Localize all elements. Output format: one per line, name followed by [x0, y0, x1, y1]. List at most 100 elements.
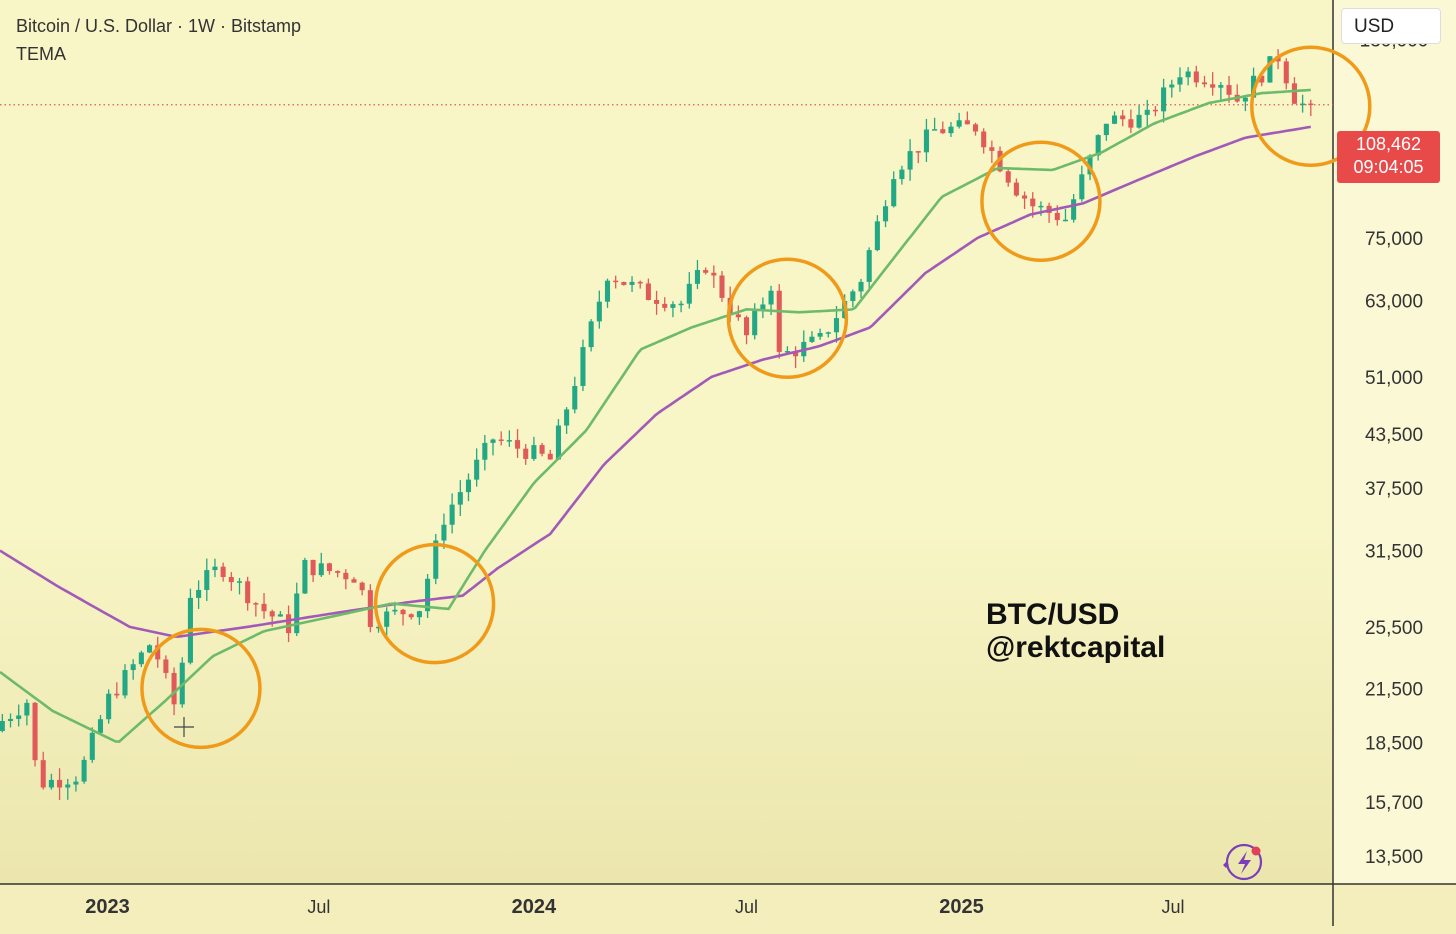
price-axis[interactable]: 130,00090,00075,00063,00051,00043,50037,…	[1360, 30, 1429, 868]
highlight-circle	[726, 257, 849, 379]
candle-body	[1193, 71, 1199, 83]
price-tick-label: 51,000	[1365, 368, 1423, 389]
candle-body	[1308, 103, 1314, 106]
candle-body	[16, 715, 22, 719]
price-tick-label: 18,500	[1365, 734, 1423, 755]
candle-body	[964, 120, 970, 125]
time-axis[interactable]: 2023 Jul 2024 Jul 2025 Jul	[85, 896, 1184, 918]
highlight-circle	[373, 542, 496, 665]
candle-body	[204, 570, 210, 590]
candle-body	[874, 221, 880, 251]
chart-watermark: BTC/USD @rektcapital	[986, 598, 1165, 664]
candle-body	[1267, 56, 1273, 83]
price-tick-label: 21,500	[1365, 679, 1423, 700]
candle-body	[1161, 87, 1167, 112]
currency-button[interactable]: USD	[1341, 8, 1441, 44]
candle-body	[645, 283, 651, 300]
candle-body	[1013, 182, 1019, 196]
candle-body	[326, 563, 332, 572]
candle-body	[351, 579, 357, 583]
candle-body	[621, 282, 627, 285]
candle-body	[48, 779, 54, 788]
candle-body	[858, 281, 864, 292]
candle-body	[228, 576, 234, 583]
candle-body	[989, 147, 995, 151]
candle-body	[294, 593, 300, 634]
candle-body	[163, 659, 169, 673]
candle-body	[65, 784, 71, 788]
candle-body	[236, 581, 243, 583]
watermark-symbol: BTC/USD	[986, 598, 1120, 631]
candle-body	[277, 614, 283, 617]
candle-body	[768, 290, 774, 305]
candle-body	[171, 672, 177, 705]
time-axis-background	[0, 884, 1456, 934]
candle-body	[433, 540, 439, 579]
candle-body	[547, 453, 553, 460]
candle-body	[73, 781, 79, 785]
candle-body	[1242, 97, 1248, 102]
candle-body	[1030, 198, 1036, 207]
highlight-circle	[980, 140, 1102, 262]
candle-body	[891, 179, 897, 207]
candle-body	[416, 611, 422, 618]
candle-body	[1128, 119, 1134, 128]
time-tick-label: Jul	[307, 897, 330, 917]
candle-body	[703, 270, 709, 273]
candle-body	[719, 275, 725, 298]
candle-body	[40, 760, 46, 788]
candle-body	[1005, 171, 1011, 183]
candle-body	[392, 609, 398, 612]
candle-body	[1300, 103, 1306, 106]
candle-body	[1210, 84, 1216, 88]
candle-body	[449, 504, 455, 525]
candle-body	[1226, 85, 1232, 95]
candle-body	[130, 664, 136, 671]
candle-body	[269, 611, 275, 617]
plot-background	[0, 0, 1333, 884]
candle-body	[915, 151, 921, 153]
candle-body	[850, 291, 856, 301]
candle-body	[793, 351, 799, 357]
tema-fast-line	[0, 88, 1311, 743]
candle-body	[465, 479, 472, 493]
price-tick-label: 75,000	[1365, 229, 1423, 250]
candle-body	[678, 303, 684, 306]
candle-body	[24, 702, 30, 716]
candle-body	[147, 645, 153, 653]
candle-body	[629, 281, 635, 285]
candle-body	[1185, 71, 1191, 78]
candle-body	[7, 718, 14, 721]
chart-title: Bitcoin / U.S. Dollar · 1W · Bitstamp	[16, 16, 302, 36]
candle-body	[253, 603, 259, 605]
candle-body	[261, 603, 267, 612]
indicator-label[interactable]: TEMA	[16, 44, 67, 64]
candle-body	[474, 459, 480, 480]
candle-body	[1079, 174, 1085, 200]
candle-body	[809, 336, 815, 342]
candle-body	[1291, 83, 1297, 104]
candle-body	[1038, 205, 1044, 208]
time-tick-label: 2024	[512, 896, 557, 918]
candle-body	[457, 492, 463, 505]
time-tick-label: 2025	[939, 896, 984, 918]
candle-body	[940, 129, 946, 134]
candle-body	[523, 448, 529, 459]
price-tick-label: 13,500	[1365, 847, 1423, 868]
candle-body	[359, 582, 365, 591]
candle-body	[564, 409, 570, 426]
candle-body	[343, 572, 349, 580]
last-price-value: 108,462	[1355, 134, 1422, 154]
sparkle-logo-icon[interactable]	[1223, 843, 1263, 881]
candle-body	[318, 563, 324, 576]
candle-body	[335, 571, 341, 573]
candle-body	[956, 120, 962, 127]
candle-body	[138, 652, 144, 665]
time-tick-label: Jul	[1161, 897, 1184, 917]
candle-body	[923, 129, 929, 153]
candle-body	[596, 301, 602, 322]
candle-body	[0, 720, 5, 731]
candle-body	[883, 206, 889, 222]
candle-body	[57, 779, 63, 788]
